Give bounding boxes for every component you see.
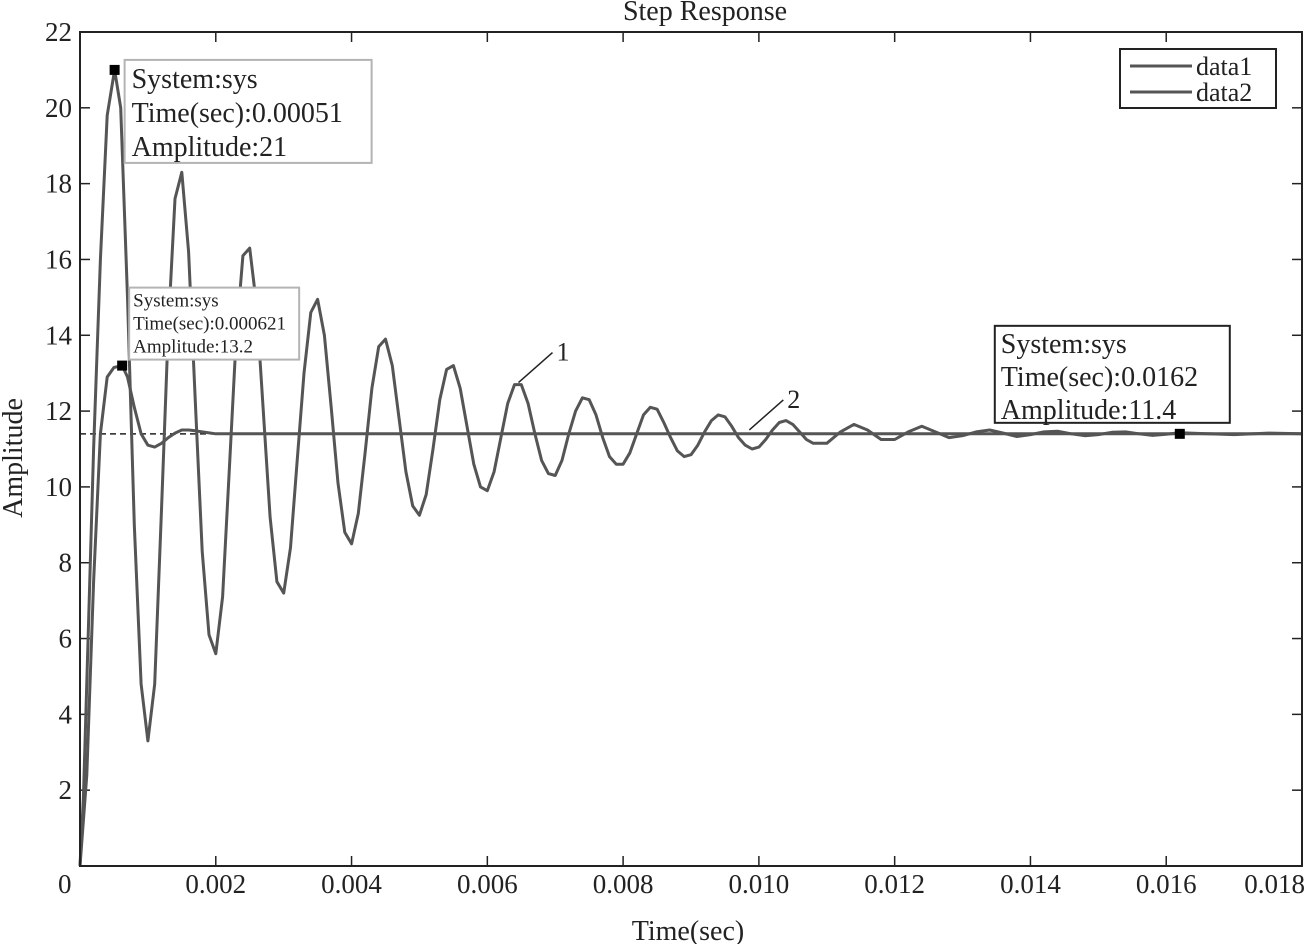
curve-label: 1 (556, 338, 569, 367)
series-line-data1 (78, 364, 1302, 867)
datatip-text: Time(sec):0.0162 (1001, 362, 1198, 393)
axis-ticks: 0 0.002 0.004 0.006 0.008 0.010 0.012 0.014 0.01… (45, 17, 1305, 899)
x-tick-label: 0.004 (321, 869, 382, 899)
series-line-data2 (78, 68, 1303, 867)
legend: data1 data2 (1119, 48, 1277, 109)
chart-title: Step Response (623, 0, 787, 27)
y-tick-label: 22 (45, 17, 72, 47)
datatip-box (123, 58, 373, 164)
x-tick-label: 0.002 (185, 869, 246, 899)
datatip-text: System:sys (1001, 329, 1127, 360)
y-tick-label: 12 (45, 396, 72, 426)
datatip-text: Amplitude:11.4 (1001, 395, 1177, 426)
x-tick-label: 0.012 (864, 869, 925, 899)
y-tick-label: 14 (45, 320, 73, 350)
x-tick-label: 0 (58, 869, 72, 899)
curve-label: 2 (787, 385, 800, 414)
y-tick-label: 4 (59, 699, 73, 729)
datatip-marker (117, 360, 128, 371)
y-tick-label: 10 (45, 472, 72, 502)
legend-entry-data1: data1 (1196, 52, 1252, 81)
y-tick-label: 2 (59, 775, 73, 805)
datatip-text: System:sys (133, 291, 219, 312)
x-tick-label: 0.016 (1136, 869, 1197, 899)
datatip-text: System:sys (132, 64, 258, 95)
datatip-text: Time(sec):0.00051 (132, 98, 343, 129)
x-tick-label: 0.014 (1000, 869, 1061, 899)
datatip-box (128, 286, 301, 361)
x-tick-label: 0.006 (457, 869, 518, 899)
datatip-marker (1174, 428, 1185, 439)
datatip-marker (109, 64, 120, 75)
y-tick-label: 16 (45, 244, 72, 274)
legend-box (1119, 48, 1277, 109)
curve-leader-line (748, 399, 784, 431)
datatip-text: Amplitude:21 (132, 132, 288, 163)
x-tick-label: 0.008 (593, 869, 654, 899)
curve-labels: 12 (517, 338, 800, 431)
legend-entry-data2: data2 (1196, 78, 1252, 107)
curve-leader-line (517, 351, 553, 384)
datatip-box (993, 324, 1231, 424)
x-tick-label: 0.018 (1244, 869, 1305, 899)
datatip-text: Time(sec):0.000621 (133, 314, 286, 335)
y-tick-label: 6 (59, 624, 73, 654)
datatips: System:sysTime(sec):0.00051Amplitude:21S… (109, 58, 1231, 439)
x-tick-label: 0.010 (729, 869, 790, 899)
y-tick-label: 8 (59, 548, 73, 578)
datatip-text: Amplitude:13.2 (133, 337, 253, 358)
x-axis-label: Time(sec) (632, 916, 745, 944)
series-lines (78, 68, 1303, 867)
y-axis-label: Amplitude (0, 398, 29, 518)
plot-frame (79, 31, 1303, 867)
y-tick-label: 18 (45, 169, 72, 199)
y-tick-label: 20 (45, 93, 72, 123)
